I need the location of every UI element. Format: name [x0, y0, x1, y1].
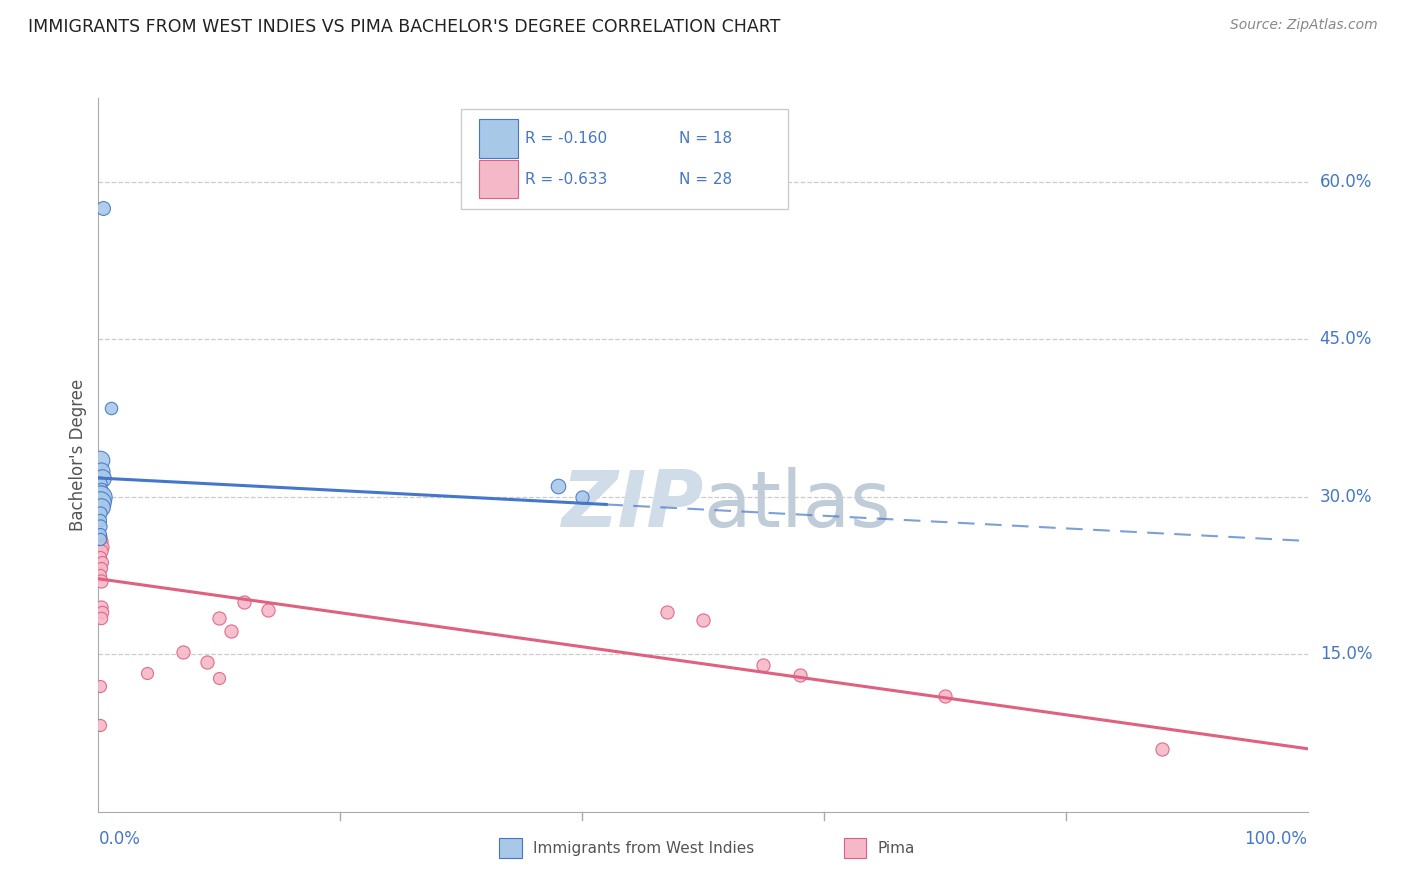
- Point: [91, 605, 114, 619]
- Point: [100, 401, 122, 415]
- Point: [90, 610, 112, 624]
- Point: [91, 555, 114, 569]
- Bar: [499, 838, 522, 858]
- Bar: [844, 838, 866, 858]
- Point: [934, 690, 956, 704]
- FancyBboxPatch shape: [479, 120, 517, 158]
- Point: [89, 513, 111, 527]
- Point: [90, 485, 112, 500]
- Point: [91, 541, 114, 555]
- Point: [90, 533, 112, 548]
- Point: [89, 549, 111, 564]
- FancyBboxPatch shape: [461, 109, 787, 209]
- Point: [89, 530, 111, 544]
- Y-axis label: Bachelor's Degree: Bachelor's Degree: [69, 379, 87, 531]
- Point: [655, 605, 678, 619]
- Point: [90, 544, 112, 558]
- FancyBboxPatch shape: [479, 160, 517, 198]
- Text: 15.0%: 15.0%: [1320, 645, 1372, 664]
- Point: [208, 610, 231, 624]
- Point: [692, 613, 714, 627]
- Point: [90, 561, 112, 575]
- Point: [571, 490, 593, 504]
- Text: Source: ZipAtlas.com: Source: ZipAtlas.com: [1230, 18, 1378, 32]
- Point: [89, 532, 111, 546]
- Text: IMMIGRANTS FROM WEST INDIES VS PIMA BACHELOR'S DEGREE CORRELATION CHART: IMMIGRANTS FROM WEST INDIES VS PIMA BACH…: [28, 18, 780, 36]
- Point: [90, 574, 112, 588]
- Point: [195, 655, 218, 669]
- Point: [135, 666, 157, 681]
- Point: [89, 717, 111, 731]
- Point: [90, 464, 112, 478]
- Text: N = 18: N = 18: [679, 131, 733, 146]
- Text: R = -0.160: R = -0.160: [526, 131, 607, 146]
- Text: atlas: atlas: [703, 467, 890, 543]
- Point: [90, 482, 112, 496]
- Point: [91, 471, 114, 485]
- Point: [89, 490, 111, 504]
- Point: [89, 519, 111, 533]
- Point: [789, 668, 811, 682]
- Point: [89, 476, 111, 491]
- Point: [89, 506, 111, 520]
- Point: [89, 495, 111, 509]
- Point: [89, 453, 111, 467]
- Point: [172, 645, 194, 659]
- Point: [752, 657, 775, 672]
- Point: [232, 595, 254, 609]
- Point: [547, 479, 569, 493]
- Point: [208, 672, 231, 686]
- Text: 60.0%: 60.0%: [1320, 173, 1372, 191]
- Text: 30.0%: 30.0%: [1320, 488, 1372, 506]
- Point: [89, 526, 111, 541]
- Text: Immigrants from West Indies: Immigrants from West Indies: [533, 841, 754, 855]
- Text: 45.0%: 45.0%: [1320, 330, 1372, 349]
- Point: [89, 679, 111, 693]
- Text: Pima: Pima: [877, 841, 915, 855]
- Point: [89, 567, 111, 582]
- Point: [90, 500, 112, 515]
- Text: ZIP: ZIP: [561, 467, 703, 543]
- Point: [221, 624, 243, 639]
- Point: [90, 600, 112, 615]
- Text: N = 28: N = 28: [679, 171, 733, 186]
- Point: [91, 202, 114, 216]
- Text: 100.0%: 100.0%: [1244, 830, 1308, 847]
- Point: [1152, 741, 1174, 756]
- Text: R = -0.633: R = -0.633: [526, 171, 607, 186]
- Text: 0.0%: 0.0%: [98, 830, 141, 847]
- Point: [256, 603, 278, 617]
